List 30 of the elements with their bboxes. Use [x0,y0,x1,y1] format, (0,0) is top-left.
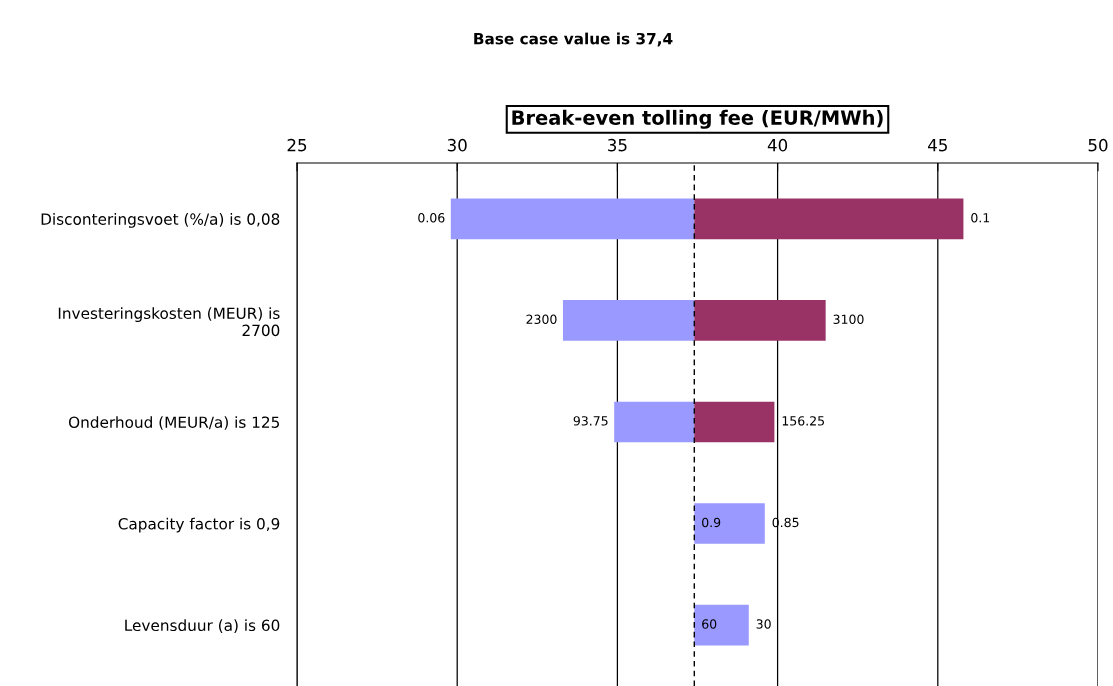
x-tick-label: 35 [608,138,627,152]
annotation: 0.9 [702,517,721,528]
bar [694,401,775,443]
annotation: 60 [702,619,717,629]
bar [614,401,695,443]
bar [562,300,695,341]
x-tick-label: 45 [928,139,947,152]
bar [694,503,765,544]
annotation: 0.1 [971,213,990,223]
bar [450,198,695,240]
x-tick-label: 30 [447,138,467,152]
y-tick-label: Disconteringsvoet (%/a) is 0,08 [41,213,280,228]
annotation: 30 [756,619,771,629]
x-tick-label: 25 [287,138,307,152]
bar [694,604,749,646]
annotation: 3100 [833,314,864,325]
annotation: 2300 [526,314,557,325]
bar [694,300,826,341]
annotation: 93.75 [573,416,608,426]
chart-title: Base case value is 37,4 [474,32,673,47]
y-tick-label: Capacity factor is 0,9 [118,517,280,533]
y-tick-label: Levensduur (a) is 60 [125,619,280,633]
annotation: 0.06 [418,213,445,223]
x-tick-label: 50 [1088,138,1108,152]
x-axis-title: Break-even tolling fee (EUR/MWh) [512,109,883,129]
y-tick-label: Onderhoud (MEUR/a) is 125 [68,416,279,430]
x-tick-label: 40 [767,138,788,152]
annotation: 156.25 [782,416,824,426]
bar [694,198,964,240]
y-tick-label: Investeringskosten (MEUR) is 2700 [58,307,280,337]
